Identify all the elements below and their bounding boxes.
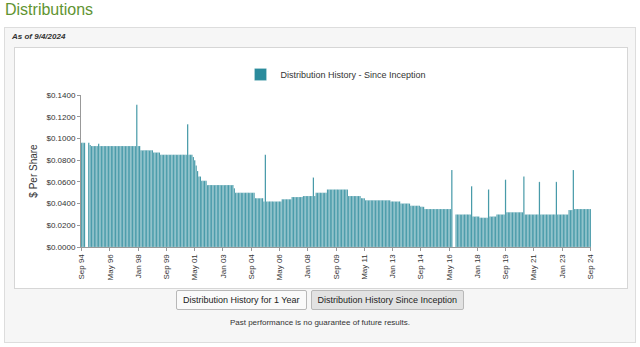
svg-text:Sep 19: Sep 19 xyxy=(501,254,510,280)
html-text:Distribution History Since Inc: Distribution History Since Inception xyxy=(317,295,458,305)
svg-text:Jan 08: Jan 08 xyxy=(303,254,312,279)
svg-text:May 16: May 16 xyxy=(445,254,454,281)
svg-text:$0.1400: $0.1400 xyxy=(46,91,75,100)
svg-text:Jan 13: Jan 13 xyxy=(388,254,397,279)
svg-text:Jan 98: Jan 98 xyxy=(134,254,143,279)
svg-text:Jan 18: Jan 18 xyxy=(473,254,482,279)
svg-text:Jan 23: Jan 23 xyxy=(558,254,567,279)
svg-text:$0.0400: $0.0400 xyxy=(46,199,75,208)
svg-text:May 96: May 96 xyxy=(106,254,115,281)
svg-text:Jan 03: Jan 03 xyxy=(219,254,228,279)
html-text:Distribution History for 1 Yea: Distribution History for 1 Year xyxy=(182,295,300,305)
svg-text:Sep 04: Sep 04 xyxy=(247,254,256,280)
svg-text:$ Per Share: $ Per Share xyxy=(28,144,39,198)
svg-text:$0.1000: $0.1000 xyxy=(46,134,75,143)
svg-text:Sep 14: Sep 14 xyxy=(416,254,425,280)
svg-text:May 06: May 06 xyxy=(275,254,284,281)
svg-text:Sep 24: Sep 24 xyxy=(586,254,595,280)
svg-text:Sep 09: Sep 09 xyxy=(332,254,341,280)
svg-text:Sep 94: Sep 94 xyxy=(77,254,86,280)
svg-text:May 11: May 11 xyxy=(360,254,369,280)
svg-text:May 21: May 21 xyxy=(529,254,538,281)
html-text:Distributions: Distributions xyxy=(5,1,93,18)
svg-text:$0.0000: $0.0000 xyxy=(46,243,75,252)
svg-text:Sep 99: Sep 99 xyxy=(162,254,171,280)
svg-text:$0.0200: $0.0200 xyxy=(46,221,75,230)
svg-text:Distribution History - Since I: Distribution History - Since Inception xyxy=(281,70,426,80)
svg-text:$0.1200: $0.1200 xyxy=(46,113,75,122)
html-text:Past performance is no guarant: Past performance is no guarantee of futu… xyxy=(229,318,410,327)
svg-text:May 01: May 01 xyxy=(190,254,199,281)
svg-text:$0.0600: $0.0600 xyxy=(46,178,75,187)
html-text:As of 9/4/2024: As of 9/4/2024 xyxy=(12,32,66,41)
svg-text:$0.0800: $0.0800 xyxy=(46,156,75,165)
